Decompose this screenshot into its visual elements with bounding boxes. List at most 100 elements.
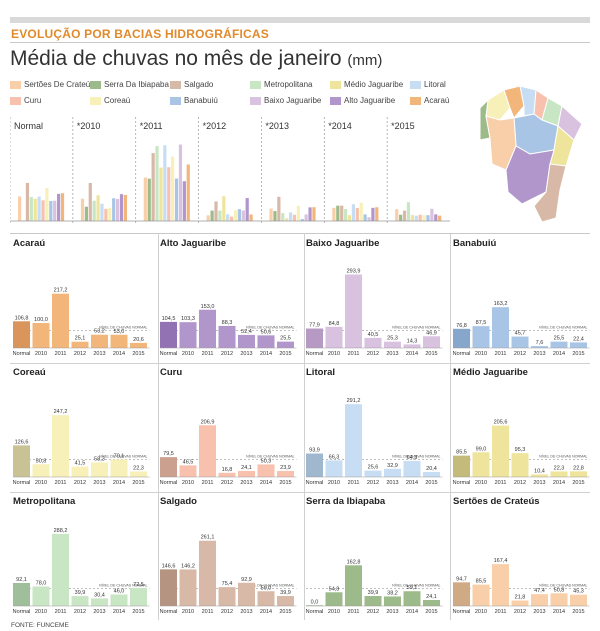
row-separator: [10, 492, 590, 493]
x-tick-label: Normal: [453, 351, 471, 356]
bar: [238, 582, 255, 606]
overview-bar: [332, 207, 336, 221]
x-tick-label: 2011: [55, 351, 67, 356]
overview-bar: [104, 208, 108, 221]
bar: [384, 596, 401, 606]
overview-bar: [151, 153, 155, 221]
data-label: 106,8: [15, 315, 29, 321]
x-tick-label: 2015: [425, 480, 437, 485]
panel-title: Acaraú: [13, 238, 46, 249]
overview-bar: [100, 203, 104, 221]
bar: [32, 464, 50, 477]
bar: [492, 564, 509, 606]
bar: [218, 472, 236, 477]
x-tick-label: Normal: [453, 480, 471, 485]
bar: [13, 321, 30, 348]
data-label: 50,3: [261, 458, 272, 464]
bar: [218, 325, 236, 348]
data-label: 50,8: [36, 458, 47, 464]
data-label: 53,2: [94, 329, 105, 335]
legend-item: Sertões De Crateús: [10, 80, 94, 89]
data-label: 100,0: [34, 317, 48, 323]
data-label: 85,5: [456, 450, 467, 456]
overview-bar: [143, 177, 147, 221]
overview-bar: [249, 214, 253, 221]
bar: [472, 452, 490, 477]
legend-label: Curu: [24, 96, 42, 105]
x-tick-label: 2011: [348, 609, 360, 614]
data-label: 10,4: [534, 468, 545, 474]
basin-panel: NÍVEL DE CHUVAS NORMAL 76,8 Normal 87,5 2010…: [450, 236, 592, 356]
threshold-label: NÍVEL DE CHUVAS NORMAL: [99, 455, 147, 459]
x-tick-label: 2012: [514, 480, 526, 485]
x-tick-label: 2014: [553, 480, 565, 485]
overview-bar: [285, 218, 289, 221]
threshold-label: NÍVEL DE CHUVAS NORMAL: [539, 455, 587, 459]
legend-item: Acaraú: [410, 96, 449, 105]
panel-chart: NÍVEL DE CHUVAS NORMAL 79,5 Normal 46,5 2010…: [160, 419, 297, 485]
x-tick-label: 2015: [132, 480, 144, 485]
bar: [257, 464, 275, 477]
legend-label: Alto Jaguaribe: [344, 96, 396, 105]
data-label: 30,4: [94, 592, 105, 598]
data-label: 58,3: [94, 456, 105, 462]
x-tick-label: 2015: [572, 351, 584, 356]
panel-chart: NÍVEL DE CHUVAS NORMAL 94,7 Normal 85,5 2010…: [453, 558, 590, 614]
x-tick-label: 2014: [113, 351, 125, 356]
data-label: 205,6: [494, 420, 508, 426]
data-label: 146,2: [181, 563, 195, 569]
bar: [403, 460, 421, 477]
data-label: 45,3: [573, 589, 584, 595]
data-label: 14,3: [407, 338, 418, 344]
row-separator: [10, 363, 590, 364]
page-title: Média de chuvas no mês de janeiro (mm): [10, 47, 382, 71]
x-tick-label: 2010: [328, 480, 340, 485]
legend-swatch: [330, 80, 341, 89]
threshold-label: NÍVEL DE CHUVAS NORMAL: [99, 584, 147, 588]
legend-swatch: [250, 80, 261, 89]
data-label: 22,3: [133, 465, 144, 471]
overview-bar: [340, 205, 344, 221]
legend-swatch: [330, 96, 341, 105]
panel-separator: [304, 233, 305, 620]
bar: [453, 582, 470, 606]
x-tick-label: 2010: [475, 480, 487, 485]
data-label: 162,8: [347, 559, 361, 565]
bar: [472, 326, 490, 348]
data-label: 153,0: [201, 304, 215, 310]
bar: [218, 587, 236, 606]
overview-category-label: *2014: [328, 121, 352, 131]
data-label: 59,0: [261, 585, 272, 591]
legend-item: Banabuiú: [170, 96, 218, 105]
data-label: 85,5: [476, 579, 487, 585]
overview-bar: [355, 207, 359, 221]
bar: [325, 326, 343, 348]
x-tick-label: 2013: [386, 480, 398, 485]
data-label: 76,8: [456, 323, 467, 329]
legend-label: Litoral: [424, 80, 446, 89]
data-label: 24,1: [241, 465, 252, 471]
x-tick-label: 2012: [367, 609, 379, 614]
overview-bar: [237, 209, 241, 221]
overview-category-label: *2012: [203, 121, 227, 131]
overview-bar: [292, 214, 297, 221]
bar: [550, 471, 568, 477]
x-tick-label: 2011: [495, 609, 507, 614]
threshold-label: NÍVEL DE CHUVAS NORMAL: [539, 326, 587, 330]
overview-bar: [119, 194, 124, 221]
x-tick-label: 2014: [406, 351, 418, 356]
bar: [277, 341, 294, 348]
legend-item: Serra Da Ibiapaba: [90, 80, 169, 89]
panel-title: Alto Jaguaribe: [160, 238, 226, 249]
bar: [52, 415, 69, 477]
x-tick-label: 2011: [202, 609, 214, 614]
bar: [472, 584, 490, 606]
legend-swatch: [410, 96, 421, 105]
bar: [91, 334, 108, 348]
data-label: 50,8: [554, 587, 565, 593]
data-label: 45,7: [515, 331, 526, 337]
bar: [257, 335, 275, 348]
panel-chart: NÍVEL DE CHUVAS NORMAL 77,9 Normal 84,8 2010…: [306, 269, 443, 356]
legend-label: Médio Jaguaribe: [344, 80, 404, 89]
bar: [130, 342, 147, 348]
